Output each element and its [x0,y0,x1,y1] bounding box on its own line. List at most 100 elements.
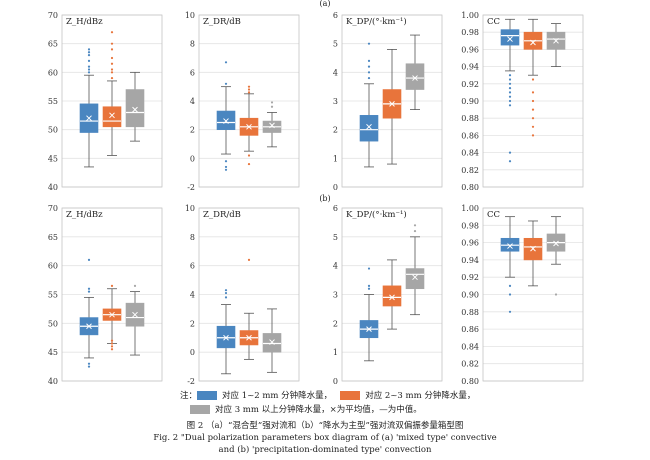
outlier-point [87,59,91,62]
y-tick-label: 40 [48,377,58,386]
y-tick-label: 6 [333,11,338,20]
box-iqr [216,110,236,130]
legend-swatch-1 [197,390,218,400]
y-tick-label: 0.90 [461,97,479,106]
y-tick-label: 0.80 [461,377,479,386]
box-iqr [262,333,282,353]
y-tick-label: -2 [187,377,195,386]
outlier-point [110,348,114,351]
y-tick-label: 0.92 [461,80,479,89]
outlier-point [367,76,371,80]
outlier-point [508,91,512,94]
y-tick-label: 3 [333,97,338,106]
y-tick-label: 0.88 [461,308,479,317]
mean-marker [507,243,513,249]
y-tick-label: 8 [190,40,195,49]
legend-row-1: 注： 对应 1~2 mm 分钟降水量， 对应 2~3 mm 分钟降水量， [180,389,475,401]
plot-frame [341,207,443,382]
caption-cn: 图 2 （a）“混合型”强对流和（b）“降水为主型”强对流双偏振参量箱型图 [186,421,464,431]
legend-prefix: 注： [180,391,198,401]
y-tick-label: 1.00 [461,11,479,20]
y-tick-label: 50 [48,126,58,135]
y-tick-label: 8 [190,233,195,242]
y-tick-label: 70 [48,204,58,213]
outlier-point [87,258,91,261]
y-tick-label: 50 [48,319,58,328]
outlier-point [508,78,512,81]
outlier-point [87,54,91,57]
plot-frame [61,14,163,188]
mean-marker [412,75,418,81]
outlier-point [87,68,91,71]
mean-marker [246,334,252,341]
y-tick-label: 0.96 [461,45,479,54]
outlier-point [87,365,91,368]
y-tick-label: 55 [48,291,58,300]
outlier-point [531,125,535,128]
outlier-point [87,290,91,293]
box-iqr [405,268,425,290]
outlier-point [247,154,251,157]
mean-marker [86,323,92,330]
outlier-point [110,342,114,345]
outlier-point [224,160,228,163]
outlier-point [508,82,512,85]
outlier-point [413,229,417,233]
mean-marker [389,294,395,301]
plot-frame [61,207,163,382]
outlier-point [110,76,114,80]
outlier-point [531,91,535,94]
y-tick-label: 0.88 [461,114,479,123]
y-tick-label: 0.98 [461,221,479,230]
outlier-point [508,104,512,107]
outlier-point [87,51,91,54]
legend-item-1: 对应 1~2 mm 分钟降水量， [222,391,333,401]
outlier-point [224,168,228,171]
outlier-point [247,91,251,94]
outlier-point [270,101,274,104]
outlier-point [247,258,251,261]
outlier-point [531,99,535,103]
y-tick-label: 4 [190,291,195,300]
panel-title: Z_H/dBz [66,210,103,220]
row-label: (b) [319,194,330,203]
outlier-point [224,82,228,85]
y-tick-label: 2 [190,319,195,328]
legend-swatch-2 [340,390,361,400]
y-tick-label: 2 [190,126,195,135]
outlier-point [224,291,228,295]
mean-marker [246,123,252,130]
y-tick-label: 0.94 [461,256,479,265]
y-tick-label: -2 [187,183,195,192]
y-tick-label: 0.84 [461,342,479,351]
outlier-point [110,68,114,71]
y-tick-label: 0 [333,183,338,192]
outlier-point [508,74,512,77]
y-tick-label: 0.94 [461,63,479,72]
outlier-point [367,71,371,74]
outlier-point [224,165,228,169]
mean-marker [553,37,559,44]
mean-marker [223,118,229,124]
row-label: (a) [319,0,330,8]
outlier-point [531,117,535,120]
outlier-point [224,296,228,299]
outlier-point [508,284,512,287]
outlier-point [87,71,91,74]
y-tick-label: 0.86 [461,325,479,334]
y-tick-label: 10 [185,204,195,213]
caption-en-2: and (b) 'precipitation-dominated type' c… [218,445,432,455]
panel-title: Z_H/dBz [66,17,103,27]
y-tick-label: 4 [333,68,338,77]
outlier-point [554,293,558,296]
y-tick-label: 2 [333,319,338,328]
y-tick-label: 0.90 [461,291,479,300]
panel-title: K_DP/(°·km⁻¹) [346,209,407,220]
outlier-point [110,284,114,287]
panel-title: CC [487,17,500,27]
y-tick-label: 0.82 [461,166,479,175]
box-iqr [125,89,145,128]
y-tick-label: 65 [48,233,58,242]
mean-marker [132,311,138,318]
y-tick-label: 65 [48,40,58,49]
